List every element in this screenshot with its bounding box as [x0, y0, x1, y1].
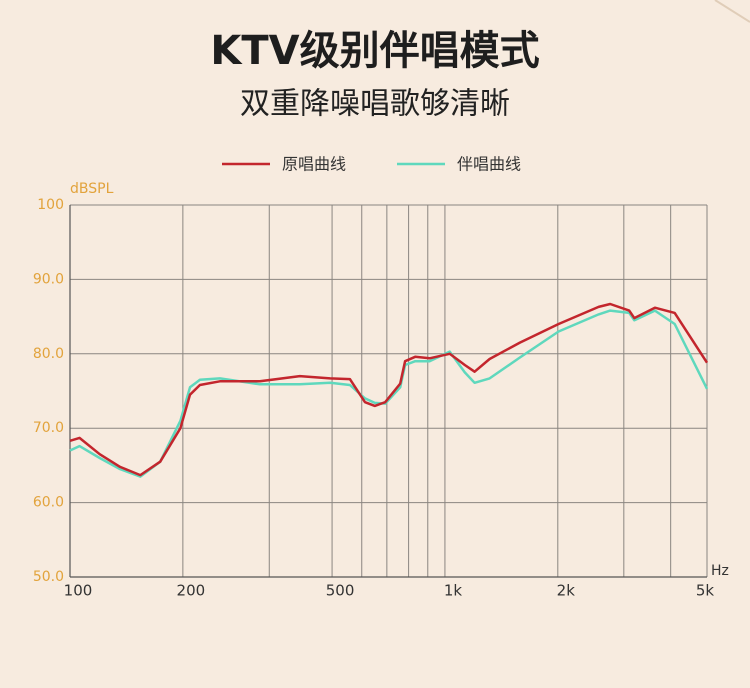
y-tick-label: 50.0	[33, 569, 64, 585]
x-tick-label: 1k	[444, 582, 463, 600]
legend-label: 伴唱曲线	[457, 155, 521, 174]
legend-label: 原唱曲线	[282, 155, 346, 174]
x-axis-label: Hz	[711, 563, 729, 579]
decoration	[714, 0, 750, 23]
series-line	[69, 302, 709, 477]
y-tick-label: 100	[37, 197, 64, 213]
y-tick-label: 80.0	[33, 346, 64, 362]
chart-title: KTV级别伴唱模式	[210, 28, 539, 74]
x-tick-label: 5k	[696, 582, 715, 600]
y-tick-label: 90.0	[33, 271, 64, 287]
chart-subtitle: 双重降噪唱歌够清晰	[240, 87, 510, 122]
x-tick-label: 200	[177, 582, 206, 600]
series-line	[69, 309, 709, 478]
x-tick-label: 500	[326, 582, 355, 600]
x-tick-label: 100	[64, 582, 93, 600]
y-tick-label: 70.0	[33, 420, 64, 436]
y-axis-label: dBSPL	[70, 181, 114, 197]
y-tick-label: 60.0	[33, 495, 64, 511]
x-tick-label: 2k	[557, 582, 576, 600]
